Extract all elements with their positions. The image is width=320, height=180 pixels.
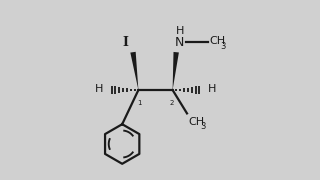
Text: 2: 2 xyxy=(169,100,174,106)
Text: I: I xyxy=(123,36,129,49)
Text: N: N xyxy=(175,37,185,50)
Polygon shape xyxy=(130,52,139,90)
Text: 3: 3 xyxy=(200,122,205,131)
Text: H: H xyxy=(176,26,184,36)
Polygon shape xyxy=(172,52,179,90)
Text: 3: 3 xyxy=(221,42,226,51)
Text: H: H xyxy=(208,84,216,94)
Text: H: H xyxy=(95,84,103,94)
Text: CH: CH xyxy=(210,36,226,46)
Text: CH: CH xyxy=(189,117,205,127)
Text: 1: 1 xyxy=(137,100,141,106)
